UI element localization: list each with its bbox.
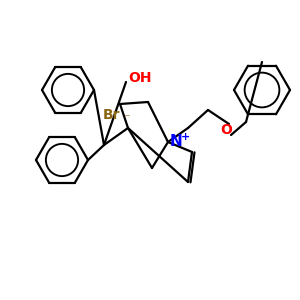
Text: N: N [170,134,183,149]
Text: O: O [220,123,232,137]
Text: ⁻: ⁻ [123,112,130,125]
Text: OH: OH [128,71,152,85]
Text: Br: Br [103,108,121,122]
Text: +: + [181,132,190,142]
